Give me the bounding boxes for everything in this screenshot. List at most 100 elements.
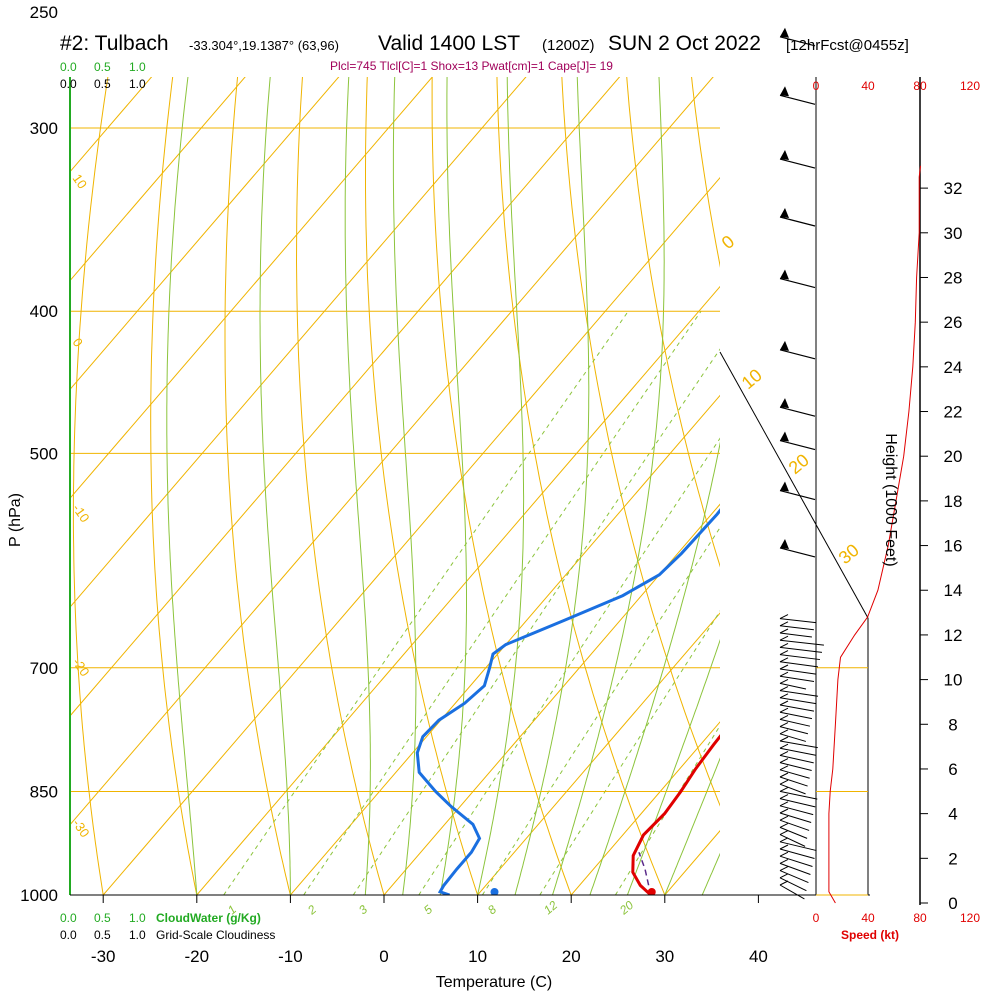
moist-adiabat-label: 0	[718, 231, 739, 253]
wind-barb	[779, 769, 810, 779]
moist-adiabat-line	[344, 77, 371, 895]
height-tick-label: 32	[944, 179, 963, 198]
wind-barb-pennant	[780, 398, 789, 409]
isotherm-line	[70, 77, 153, 173]
speed-tick-top: 40	[861, 79, 875, 93]
wind-barb	[779, 632, 812, 638]
wind-barb	[779, 704, 815, 712]
height-tick-label: 8	[948, 715, 957, 734]
dry-adiabat-label: 0	[70, 335, 86, 350]
wind-barb-flag	[779, 830, 789, 836]
wind-barb-flag	[779, 822, 789, 828]
sounding-indices: Plcl=745 Tlcl[C]=1 Shox=13 Pwat[cm]=1 Ca…	[330, 59, 613, 73]
temperature-tick-label: 0	[379, 947, 388, 966]
wind-barb-flag	[779, 750, 789, 756]
wind-barb-pennant	[780, 538, 789, 549]
wind-barb-flag	[779, 779, 789, 785]
wind-barb	[779, 884, 805, 900]
wind-barb-flag	[779, 880, 789, 886]
moist-adiabat-line	[392, 77, 417, 895]
wind-barb	[779, 277, 816, 289]
station-coords: -33.304°,19.1387° (63,96)	[189, 38, 339, 53]
mixing-ratio-label: 5	[421, 902, 435, 917]
wind-barb	[779, 36, 816, 47]
wind-barb	[779, 776, 808, 787]
temperature-tick-label: -10	[278, 947, 303, 966]
wind-barb-flag	[779, 628, 789, 634]
wind-barb	[779, 349, 816, 360]
height-tick-label: 12	[944, 626, 963, 645]
profiles	[415, 508, 720, 895]
wind-barb-flag	[779, 714, 789, 720]
wind-barb	[779, 747, 816, 756]
cloud-scale-top-2: 0.0	[60, 77, 77, 91]
dry-adiabat-line	[496, 77, 666, 895]
speed-tick-bottom: 80	[913, 911, 927, 925]
wind-barb	[779, 639, 824, 646]
surface-dewpoint-dot	[490, 888, 499, 895]
wind-barb-flag	[779, 837, 789, 843]
wind-barb-flag	[779, 815, 789, 821]
wind-barb	[779, 216, 816, 227]
wind-barb	[779, 646, 823, 653]
mixing-ratio-line	[352, 348, 720, 895]
temperature-tick-label: 20	[562, 947, 581, 966]
mixing-ratio-label: 8	[485, 902, 499, 917]
wind-barb	[779, 870, 809, 884]
station-title: #2: Tulbach	[60, 32, 169, 55]
cloud-scale-top: 0.5	[94, 60, 111, 74]
wind-barb	[779, 862, 811, 875]
dry-adiabat-line	[561, 77, 720, 807]
wind-barb-flag	[779, 866, 789, 872]
moist-adiabat-line	[259, 77, 291, 895]
wind-barb-flag	[779, 858, 789, 864]
wind-barb	[779, 834, 806, 847]
wind-barb-flag	[779, 801, 789, 807]
wind-barb-flag	[779, 758, 789, 764]
axes: 1 2 3 5 8 12 200102030100-10-20-30250300400500…	[20, 3, 870, 966]
wind-barb	[779, 754, 814, 764]
moist-adiabat-line	[166, 77, 198, 895]
height-tick-label: 0	[948, 894, 957, 913]
speed-tick-bottom: 0	[813, 911, 820, 925]
wind-barb-flag	[779, 664, 789, 670]
wind-barb	[779, 682, 807, 690]
pressure-tick-label: 250	[30, 3, 58, 22]
dry-adiabat-line	[811, 12, 1000, 895]
isotherm-line	[70, 77, 246, 282]
wind-barb-flag	[779, 635, 789, 641]
speed-tick-bottom: 40	[861, 911, 875, 925]
wind-barb	[779, 675, 815, 683]
cloud-scale-bottom: 1.0	[129, 911, 146, 925]
wind-barb-pennant	[780, 269, 789, 280]
wind-barb-flag	[779, 729, 789, 735]
cloud-scale-bottom-2: 1.0	[129, 928, 146, 942]
pressure-tick-label: 500	[30, 444, 58, 463]
wind-barb-pennant	[780, 431, 789, 442]
height-tick-label: 16	[944, 537, 963, 556]
mixing-ratio-line	[539, 610, 720, 895]
mixing-ratio-line	[481, 526, 720, 895]
zulu-time: (1200Z)	[542, 37, 595, 54]
forecast-info: [12hrFcst@0455z]	[786, 37, 909, 54]
header: #2: Tulbach -33.304°,19.1387° (63,96) Va…	[60, 32, 909, 73]
wind-barb	[779, 740, 818, 749]
pressure-tick-label: 850	[30, 782, 58, 801]
surface-temperature-dot	[647, 888, 656, 895]
moist-adiabat-label: 10	[738, 365, 766, 393]
mixing-ratio-label: 20	[616, 898, 636, 918]
wind-barb	[779, 826, 808, 839]
speed-axis-label: Speed (kt)	[841, 928, 899, 942]
height-tick-label: 22	[944, 403, 963, 422]
wind-barb	[779, 819, 810, 831]
wind-barb-flag	[779, 621, 789, 627]
wind-barb	[779, 661, 819, 668]
wind-barb-flag	[779, 794, 789, 800]
wind-barb-flag	[779, 707, 789, 713]
dry-adiabat-line	[150, 77, 198, 895]
moist-adiabat-line	[664, 757, 720, 895]
wind-barb-pennant	[780, 150, 789, 161]
wind-barb	[779, 668, 817, 675]
wind-barb-flag	[779, 650, 789, 656]
